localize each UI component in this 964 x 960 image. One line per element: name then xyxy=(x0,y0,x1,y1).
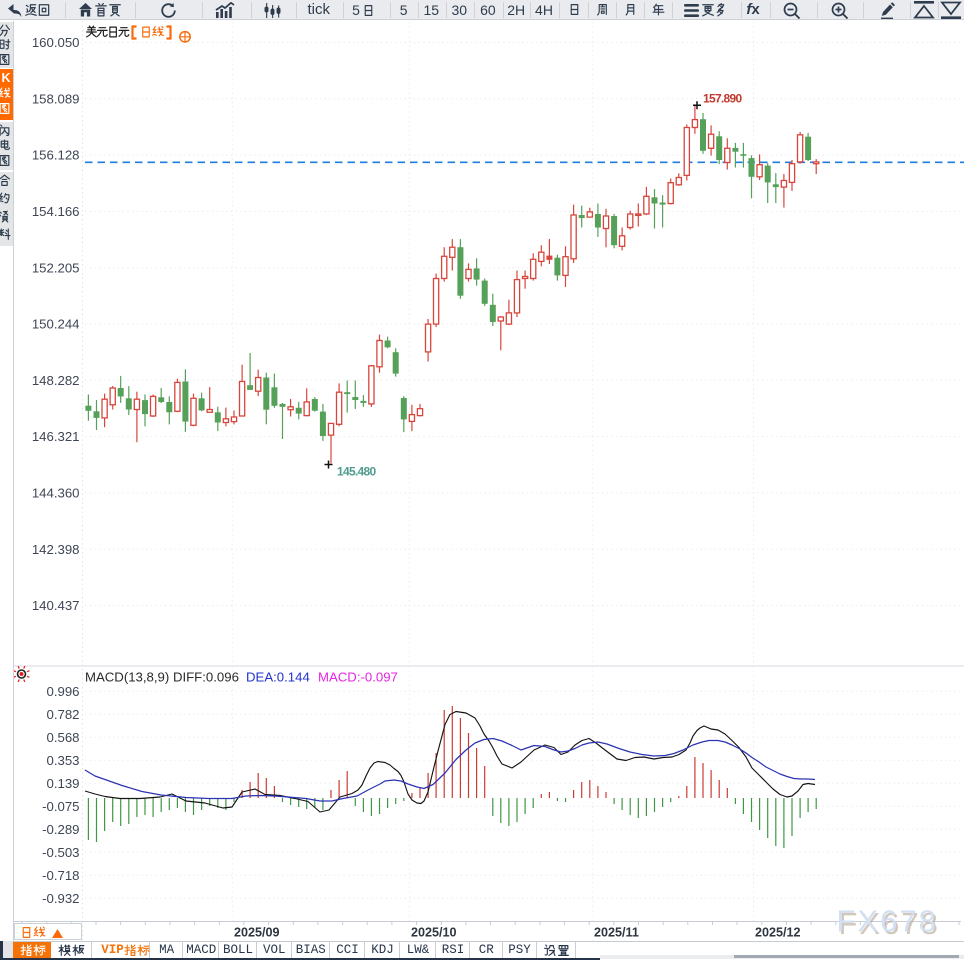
svg-text:146.321: 146.321 xyxy=(32,429,80,444)
svg-text:140.437: 140.437 xyxy=(32,598,80,613)
svg-text:-0.932: -0.932 xyxy=(42,891,79,906)
svg-text:MACD(13,8,9) DIFF:0.096: MACD(13,8,9) DIFF:0.096 xyxy=(85,670,239,685)
svg-text:-0.289: -0.289 xyxy=(42,822,79,837)
svg-text:148.282: 148.282 xyxy=(32,373,80,388)
svg-text:152.205: 152.205 xyxy=(32,260,80,275)
svg-text:160.050: 160.050 xyxy=(32,35,80,50)
svg-text:157.890: 157.890 xyxy=(703,92,743,106)
svg-text:2025/12: 2025/12 xyxy=(755,926,801,940)
svg-text:2025/11: 2025/11 xyxy=(594,926,639,940)
svg-text:158.089: 158.089 xyxy=(32,91,80,106)
svg-text:156.128: 156.128 xyxy=(32,148,80,163)
svg-text:DEA:0.144: DEA:0.144 xyxy=(246,670,310,685)
svg-text:-0.718: -0.718 xyxy=(42,868,79,883)
svg-text:0.139: 0.139 xyxy=(46,776,79,791)
svg-text:0.996: 0.996 xyxy=(46,684,79,699)
svg-text:MACD:-0.097: MACD:-0.097 xyxy=(318,670,398,685)
svg-text:0.568: 0.568 xyxy=(46,730,79,745)
svg-text:145.480: 145.480 xyxy=(337,465,377,479)
svg-text:0.782: 0.782 xyxy=(46,707,79,722)
svg-text:-0.503: -0.503 xyxy=(42,845,79,860)
svg-text:150.244: 150.244 xyxy=(32,317,80,332)
svg-text:FX678: FX678 xyxy=(839,906,940,941)
svg-text:144.360: 144.360 xyxy=(32,486,80,501)
svg-text:2025/09: 2025/09 xyxy=(234,926,280,940)
svg-text:FX678: FX678 xyxy=(837,904,938,939)
svg-text:142.398: 142.398 xyxy=(32,542,80,557)
svg-text:-0.075: -0.075 xyxy=(42,799,79,814)
svg-text:2025/10: 2025/10 xyxy=(411,926,457,940)
svg-text:0.353: 0.353 xyxy=(46,753,79,768)
svg-text:154.166: 154.166 xyxy=(32,204,80,219)
